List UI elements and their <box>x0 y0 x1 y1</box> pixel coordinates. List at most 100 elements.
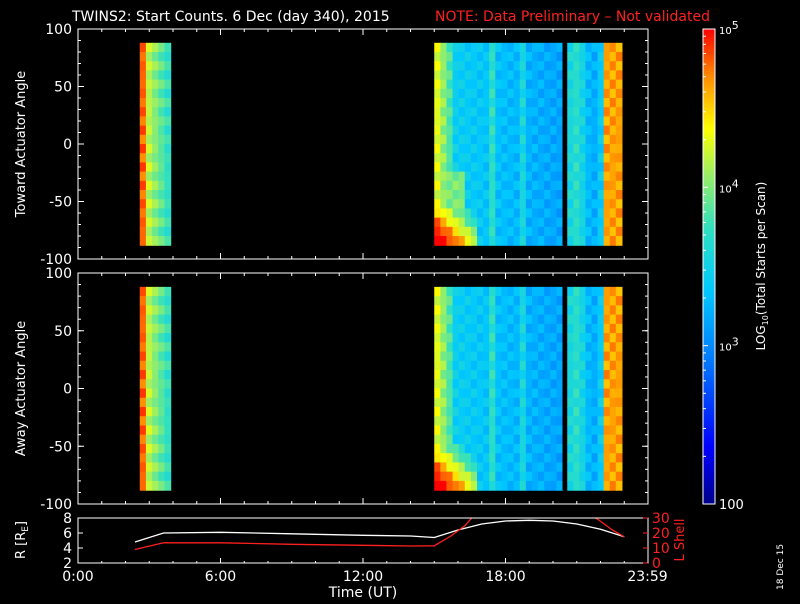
heatmap-cell <box>519 333 527 343</box>
heatmap-cell <box>495 416 503 427</box>
heatmap-cell <box>483 360 490 371</box>
heatmap-cell <box>556 453 564 464</box>
heatmap-cell <box>452 144 460 154</box>
heatmap-cell <box>434 360 441 371</box>
heatmap-cell <box>573 333 580 343</box>
heatmap-cell <box>164 305 172 316</box>
heatmap-cell <box>585 116 593 127</box>
heatmap-cell <box>139 462 147 473</box>
heatmap-cell <box>483 425 490 436</box>
heatmap-cell <box>556 342 564 353</box>
heatmap-cell <box>458 314 466 325</box>
heatmap-cell <box>567 236 574 246</box>
heatmap-cell <box>615 208 623 219</box>
heatmap-cell <box>507 208 515 219</box>
heatmap-cell <box>525 52 533 62</box>
heatmap-cell <box>164 434 172 445</box>
heatmap-cell <box>603 199 611 209</box>
heatmap-cell <box>550 333 557 343</box>
heatmap-cell <box>446 397 454 408</box>
heatmap-cell <box>579 314 587 325</box>
y-tick-label: 100 <box>45 22 72 38</box>
heatmap-cell <box>470 425 478 436</box>
heatmap-cell <box>495 388 503 399</box>
heatmap-cell <box>573 190 580 200</box>
heatmap-cell <box>489 116 496 127</box>
heatmap-cell <box>513 79 521 90</box>
heatmap-cell <box>603 379 611 390</box>
heatmap-cell <box>458 425 466 436</box>
heatmap-cell <box>597 286 605 297</box>
heatmap-cell <box>544 79 551 90</box>
heatmap-cell <box>139 52 147 62</box>
heatmap-cell <box>550 61 557 71</box>
heatmap-cell <box>452 79 460 90</box>
heatmap-cell <box>489 397 496 408</box>
heatmap-cell <box>603 226 611 237</box>
heatmap-cell <box>164 199 172 209</box>
heatmap-cell <box>603 52 611 62</box>
heatmap-cell <box>544 397 551 408</box>
heatmap-cell <box>585 190 593 200</box>
y-tick-label: 4 <box>63 541 72 557</box>
heatmap-cell <box>531 107 539 117</box>
heatmap-cell <box>597 190 605 200</box>
heatmap-cell <box>139 208 147 219</box>
heatmap-cell <box>597 199 605 209</box>
heatmap-cell <box>579 296 587 306</box>
heatmap-cell <box>477 107 484 117</box>
heatmap-cell <box>550 480 557 491</box>
heatmap-cell <box>609 116 617 127</box>
heatmap-cell <box>573 360 580 371</box>
heatmap-cell <box>567 208 574 219</box>
heatmap-cell <box>158 351 166 362</box>
heatmap-cell <box>139 360 147 371</box>
heatmap-cell <box>531 88 539 99</box>
heatmap-cell <box>452 199 460 209</box>
heatmap-cell <box>609 286 617 297</box>
heatmap-cell <box>158 406 166 417</box>
heatmap-cell <box>483 342 490 353</box>
heatmap-cell <box>145 443 153 454</box>
heatmap-cell <box>464 296 472 306</box>
heatmap-cell <box>440 98 448 108</box>
heatmap-cell <box>452 453 460 464</box>
heatmap-cell <box>434 370 441 380</box>
heatmap-cell <box>597 88 605 99</box>
heatmap-cell <box>615 397 623 408</box>
heatmap-cell <box>567 70 574 81</box>
heatmap-cell <box>489 162 496 173</box>
heatmap-cell <box>519 52 527 62</box>
heatmap-cell <box>164 70 172 81</box>
heatmap-cell <box>483 199 490 209</box>
heatmap-cell <box>495 190 503 200</box>
heatmap-cell <box>470 443 478 454</box>
heatmap-cell <box>585 434 593 445</box>
heatmap-cell <box>609 370 617 380</box>
heatmap-cell <box>544 462 551 473</box>
heatmap-cell <box>544 480 551 491</box>
heatmap-cell <box>519 296 527 306</box>
heatmap-cell <box>501 323 509 334</box>
heatmap-cell <box>531 425 539 436</box>
heatmap-cell <box>573 286 580 297</box>
heatmap-cell <box>556 52 564 62</box>
heatmap-cell <box>585 171 593 182</box>
heatmap-cell <box>579 333 587 343</box>
heatmap-cell <box>567 443 574 454</box>
heatmap-cell <box>483 107 490 117</box>
heatmap-cell <box>519 471 527 482</box>
heatmap-cell <box>550 116 557 127</box>
heatmap-cell <box>152 360 159 371</box>
heatmap-cell <box>507 134 515 145</box>
heatmap-cell <box>525 360 533 371</box>
heatmap-cell <box>446 406 454 417</box>
heatmap-cell <box>489 153 496 163</box>
heatmap-cell <box>164 180 172 191</box>
heatmap-cell <box>470 116 478 127</box>
heatmap-cell <box>477 98 484 108</box>
heatmap-cell <box>544 88 551 99</box>
heatmap-cell <box>579 443 587 454</box>
heatmap-cell <box>603 480 611 491</box>
heatmap-cell <box>513 88 521 99</box>
